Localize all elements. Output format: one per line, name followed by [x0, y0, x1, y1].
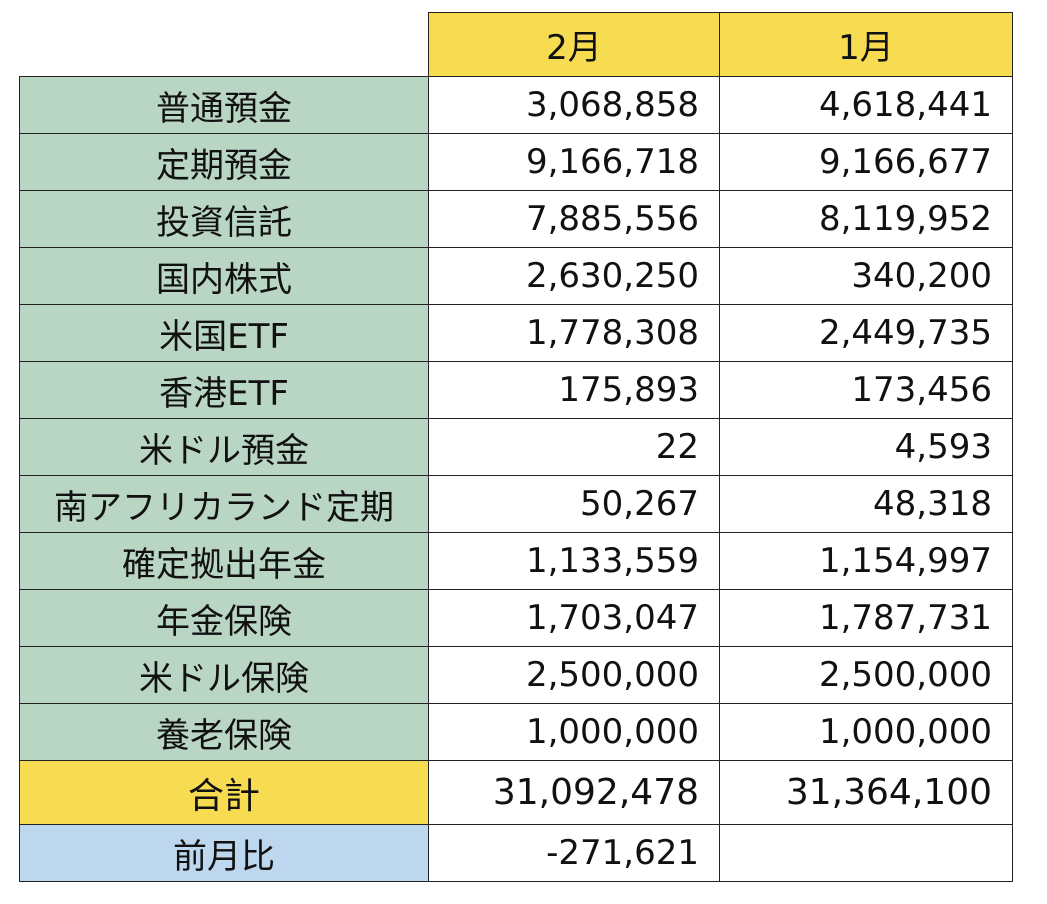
value-cell: 31,364,100	[719, 760, 1013, 825]
value-cell: 7,885,556	[428, 190, 720, 248]
value-cell: 22	[428, 418, 720, 476]
table-row: 米国ETF 1,778,308 2,449,735	[19, 304, 1013, 362]
table-row: 養老保険 1,000,000 1,000,000	[19, 703, 1013, 761]
value-cell: 50,267	[428, 475, 720, 533]
table-row: 定期預金 9,166,718 9,166,677	[19, 133, 1013, 191]
table-row: 合計 31,092,478 31,364,100	[19, 760, 1013, 825]
value-cell: 1,703,047	[428, 589, 720, 647]
table-row: 米ドル預金 22 4,593	[19, 418, 1013, 476]
value-cell: 2,449,735	[719, 304, 1013, 362]
row-label: 国内株式	[19, 247, 429, 305]
table-row: 前月比 -271,621	[19, 824, 1013, 882]
row-label: 合計	[19, 760, 429, 825]
table-row: 確定拠出年金 1,133,559 1,154,997	[19, 532, 1013, 590]
value-cell	[719, 824, 1013, 882]
header-row: 2月 1月	[19, 12, 1013, 77]
row-label: 養老保険	[19, 703, 429, 761]
value-cell: 175,893	[428, 361, 720, 419]
table-row: 年金保険 1,703,047 1,787,731	[19, 589, 1013, 647]
row-label: 米国ETF	[19, 304, 429, 362]
value-cell: 340,200	[719, 247, 1013, 305]
column-header: 2月	[428, 12, 720, 77]
row-label: 確定拠出年金	[19, 532, 429, 590]
value-cell: 31,092,478	[428, 760, 720, 825]
value-cell: 2,500,000	[719, 646, 1013, 704]
value-cell: 1,000,000	[428, 703, 720, 761]
column-header: 1月	[719, 12, 1013, 77]
value-cell: -271,621	[428, 824, 720, 882]
value-cell: 2,500,000	[428, 646, 720, 704]
corner-cell	[19, 12, 429, 77]
row-label: 米ドル保険	[19, 646, 429, 704]
value-cell: 4,593	[719, 418, 1013, 476]
value-cell: 2,630,250	[428, 247, 720, 305]
value-cell: 173,456	[719, 361, 1013, 419]
table-row: 普通預金 3,068,858 4,618,441	[19, 76, 1013, 134]
row-label: 南アフリカランド定期	[19, 475, 429, 533]
value-cell: 3,068,858	[428, 76, 720, 134]
row-label: 米ドル預金	[19, 418, 429, 476]
row-label: 投資信託	[19, 190, 429, 248]
value-cell: 9,166,677	[719, 133, 1013, 191]
table-row: 香港ETF 175,893 173,456	[19, 361, 1013, 419]
row-label: 定期預金	[19, 133, 429, 191]
value-cell: 4,618,441	[719, 76, 1013, 134]
asset-table: 2月 1月 普通預金 3,068,858 4,618,441 定期預金 9,166,718 9…	[19, 12, 1013, 882]
value-cell: 1,787,731	[719, 589, 1013, 647]
table-row: 南アフリカランド定期 50,267 48,318	[19, 475, 1013, 533]
table-row: 米ドル保険 2,500,000 2,500,000	[19, 646, 1013, 704]
row-label: 普通預金	[19, 76, 429, 134]
value-cell: 1,154,997	[719, 532, 1013, 590]
value-cell: 1,000,000	[719, 703, 1013, 761]
value-cell: 8,119,952	[719, 190, 1013, 248]
row-label: 前月比	[19, 824, 429, 882]
value-cell: 1,133,559	[428, 532, 720, 590]
value-cell: 9,166,718	[428, 133, 720, 191]
table-row: 投資信託 7,885,556 8,119,952	[19, 190, 1013, 248]
value-cell: 48,318	[719, 475, 1013, 533]
table-row: 国内株式 2,630,250 340,200	[19, 247, 1013, 305]
row-label: 香港ETF	[19, 361, 429, 419]
value-cell: 1,778,308	[428, 304, 720, 362]
row-label: 年金保険	[19, 589, 429, 647]
